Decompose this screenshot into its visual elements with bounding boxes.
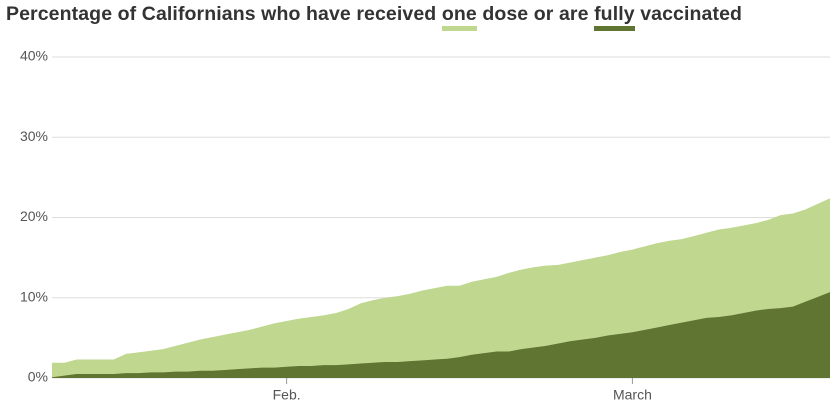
title-part: dose or are [482, 3, 589, 25]
area [52, 292, 830, 378]
x-tick-label: March [613, 387, 652, 403]
y-tick-label: 0% [28, 369, 48, 385]
y-tick-label: 10% [20, 288, 48, 304]
legend-entry: one [441, 3, 477, 31]
title-part: vaccinated [640, 3, 743, 25]
title-part: Percentage of Californians who have rece… [6, 3, 437, 25]
y-tick-label: 40% [20, 48, 48, 64]
y-tick-label: 30% [20, 128, 48, 144]
chart-title: Percentage of Californians who have rece… [6, 3, 743, 31]
legend-entry: fully [594, 3, 635, 31]
x-tick-label: Feb. [273, 387, 301, 403]
y-tick-label: 20% [20, 208, 48, 224]
